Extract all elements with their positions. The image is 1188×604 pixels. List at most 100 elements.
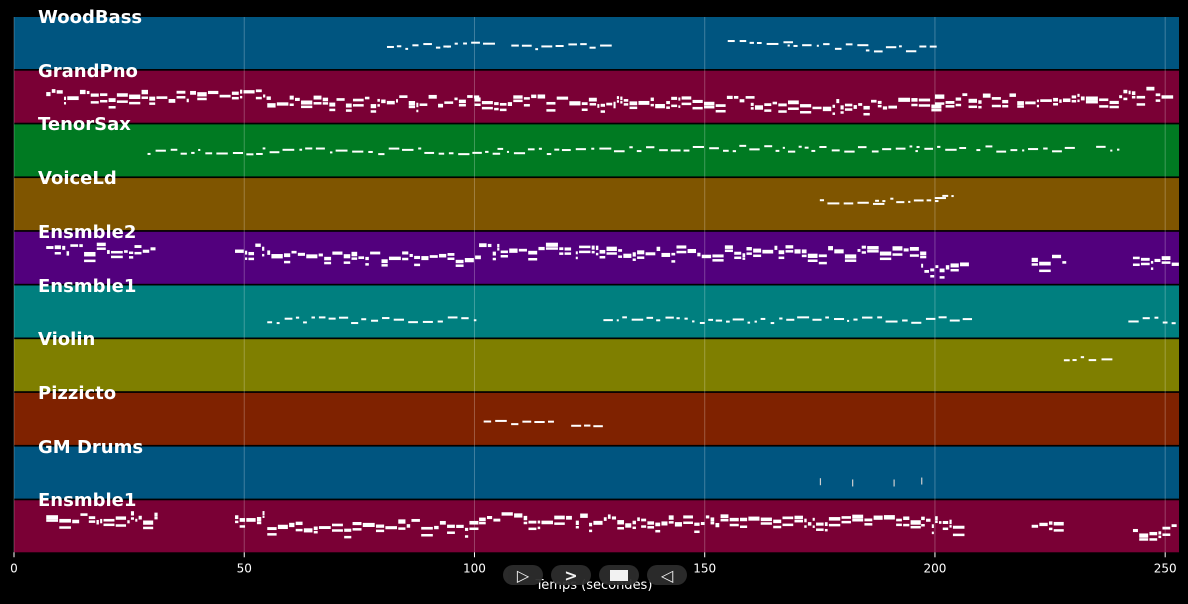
track-label-6: Violin	[38, 329, 96, 351]
note	[1149, 531, 1158, 536]
note	[617, 527, 624, 530]
note	[861, 251, 866, 254]
note	[823, 43, 830, 46]
note	[739, 144, 747, 147]
note	[934, 197, 946, 200]
note	[88, 516, 96, 520]
note	[885, 320, 898, 323]
note	[655, 103, 665, 109]
note	[924, 147, 934, 150]
note	[991, 97, 1001, 100]
note	[1036, 104, 1039, 108]
note	[828, 246, 834, 251]
note	[479, 521, 486, 525]
note	[414, 263, 421, 267]
note	[1010, 149, 1018, 152]
track-label-8: GM Drums	[38, 436, 144, 458]
note	[929, 45, 937, 48]
note	[1064, 146, 1075, 149]
note	[742, 253, 746, 258]
forward-button[interactable]: >	[551, 565, 591, 585]
note	[734, 256, 742, 260]
note	[198, 148, 201, 151]
note	[255, 243, 261, 247]
note	[370, 104, 377, 109]
note	[844, 254, 857, 259]
note	[968, 98, 978, 103]
note	[794, 515, 803, 520]
note	[464, 258, 474, 263]
note	[434, 525, 439, 530]
note	[398, 519, 406, 524]
note	[580, 513, 588, 518]
note	[492, 152, 501, 155]
note	[168, 99, 176, 103]
note	[911, 98, 918, 102]
note	[80, 513, 88, 516]
note	[678, 97, 681, 101]
note	[760, 317, 766, 320]
note	[471, 41, 480, 44]
note	[1071, 95, 1077, 99]
note	[406, 524, 411, 528]
note	[779, 317, 783, 320]
note	[962, 318, 973, 321]
note	[819, 478, 822, 486]
note	[538, 246, 545, 251]
note	[661, 252, 671, 257]
note	[448, 152, 454, 155]
note	[764, 145, 773, 148]
note	[303, 321, 307, 324]
note	[100, 99, 108, 103]
note	[1149, 538, 1158, 541]
note	[124, 250, 128, 253]
note	[1155, 99, 1161, 102]
note	[620, 96, 623, 101]
rewind-button[interactable]: ◁	[647, 565, 687, 585]
note	[375, 529, 385, 533]
note	[575, 148, 586, 151]
note	[1171, 322, 1176, 325]
track-lane-1	[14, 70, 1179, 123]
note	[331, 523, 343, 527]
note	[513, 152, 526, 155]
note	[256, 152, 263, 155]
note	[1136, 95, 1146, 99]
note	[1162, 533, 1171, 536]
note	[150, 247, 156, 251]
note	[469, 527, 479, 531]
note	[456, 524, 464, 528]
note	[687, 248, 697, 254]
note	[617, 520, 624, 525]
note	[1031, 263, 1038, 266]
note	[875, 199, 879, 202]
note	[329, 151, 333, 154]
note	[732, 150, 737, 153]
note	[1161, 95, 1174, 99]
note	[623, 103, 629, 106]
note	[606, 102, 613, 106]
note	[364, 96, 370, 100]
note	[269, 151, 280, 154]
note	[176, 90, 186, 94]
play-icon: ▷	[516, 565, 530, 585]
note	[739, 40, 747, 43]
note	[862, 316, 873, 319]
play-button[interactable]: ▷	[503, 565, 543, 585]
note	[727, 40, 735, 43]
note	[147, 152, 151, 155]
note	[782, 516, 794, 520]
note	[464, 535, 469, 538]
note	[103, 518, 115, 522]
note	[746, 247, 752, 251]
track-lane-3	[14, 178, 1179, 231]
note	[600, 110, 606, 113]
note	[329, 102, 336, 107]
note	[90, 101, 99, 104]
note	[825, 316, 829, 319]
note	[479, 243, 487, 248]
note	[469, 520, 479, 525]
track-lane-4	[14, 231, 1179, 284]
stop-button[interactable]	[599, 565, 639, 585]
